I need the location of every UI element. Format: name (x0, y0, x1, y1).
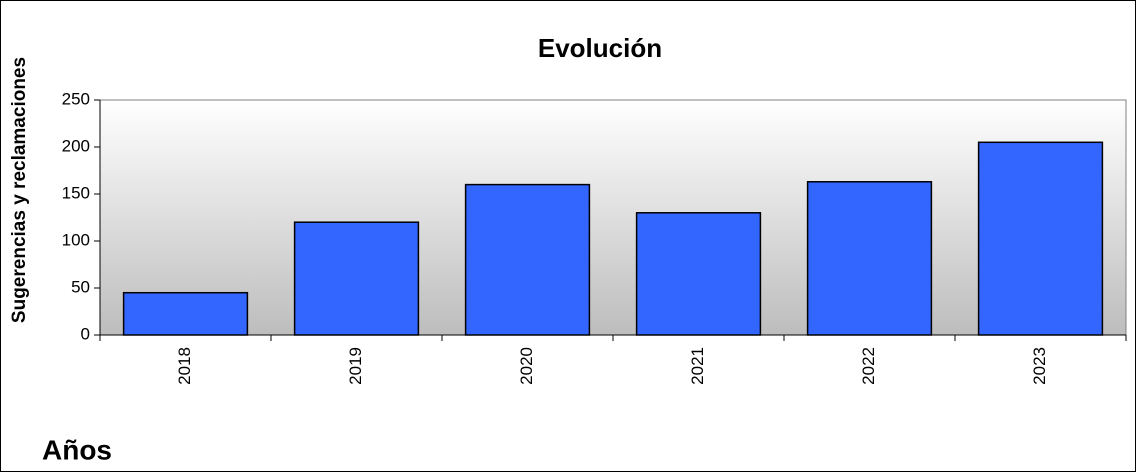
bar (635, 212, 762, 336)
bar (293, 221, 420, 336)
plot-area (99, 99, 1127, 336)
bar (122, 291, 249, 336)
y-tick-label: 0 (81, 324, 90, 343)
x-tick-label: 2021 (688, 347, 707, 385)
chart-title: Evolución (538, 33, 662, 63)
x-tick-label: 2022 (859, 347, 878, 385)
bar (464, 183, 591, 336)
x-tick-label: 2019 (346, 347, 365, 385)
y-tick-label: 100 (62, 230, 90, 249)
x-tick-label: 2020 (517, 347, 536, 385)
bar (977, 141, 1104, 336)
y-tick-label: 150 (62, 183, 90, 202)
x-axis-label: Años (42, 434, 112, 465)
x-tick-label: 2023 (1030, 347, 1049, 385)
x-tick-label: 2018 (175, 347, 194, 385)
y-axis-label: Sugerencias y reclamaciones (9, 57, 30, 323)
y-tick-label: 50 (71, 277, 90, 296)
bar (806, 181, 933, 336)
y-tick-label: 200 (62, 136, 90, 155)
y-tick-label: 250 (62, 89, 90, 108)
